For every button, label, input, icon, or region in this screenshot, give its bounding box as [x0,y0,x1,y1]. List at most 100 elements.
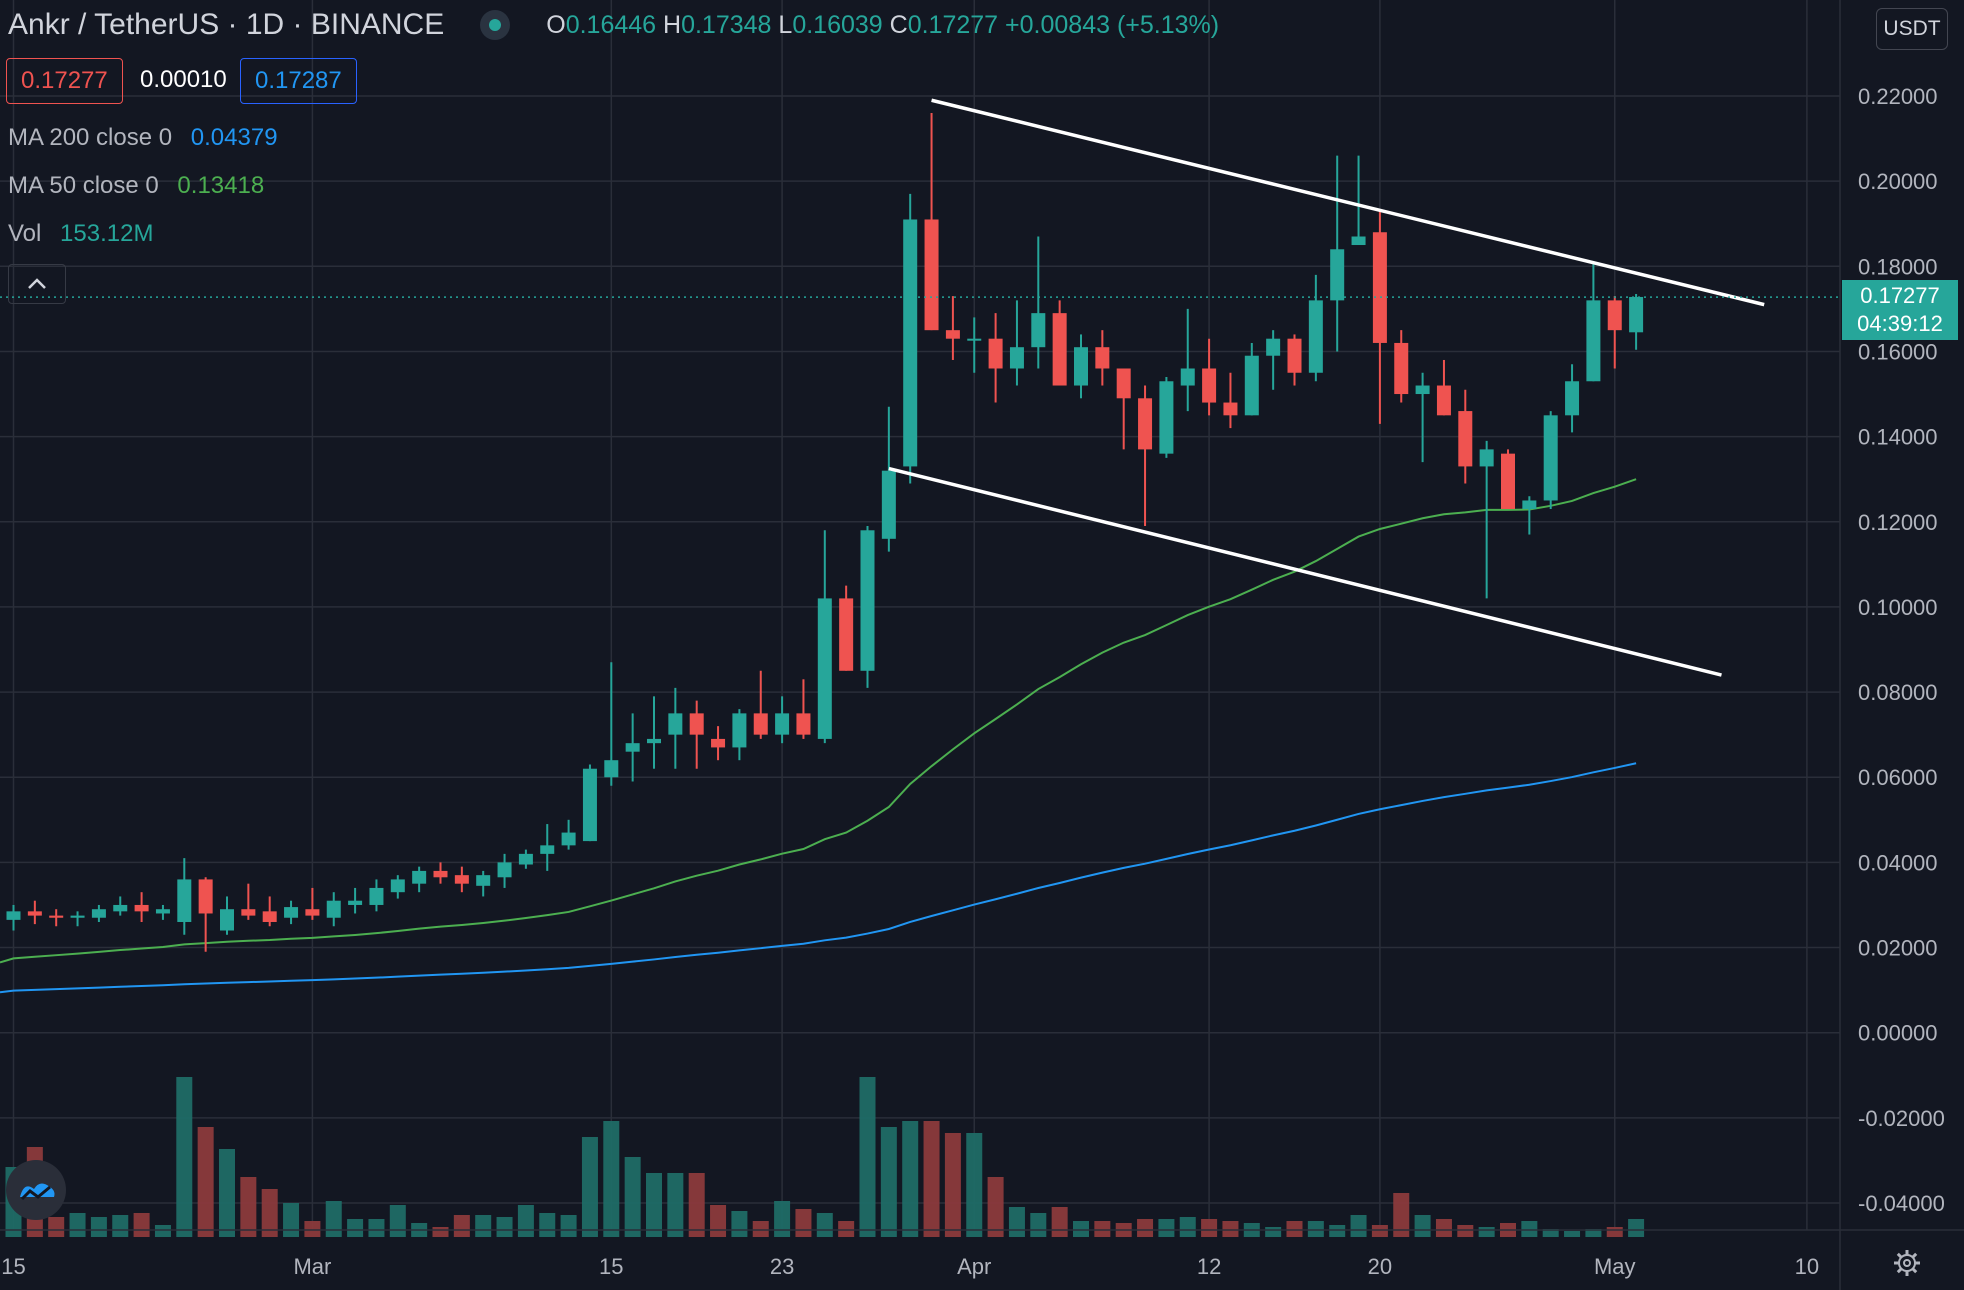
candle-body [497,862,512,878]
candle [27,900,42,925]
symbol-title[interactable]: Ankr / TetherUS · 1D · BINANCE [8,8,445,41]
gear-icon[interactable] [1892,1248,1922,1278]
volume-bar [923,1121,940,1237]
candle [1522,496,1537,535]
candle-body [177,879,192,922]
candle [668,687,683,769]
candle [390,875,405,899]
volume-label: Vol [8,220,42,247]
sell-price-button[interactable]: 0.17277 [6,58,123,104]
candle-body [91,909,106,918]
candle [1244,342,1259,416]
volume-bar [624,1157,641,1237]
candle [284,900,299,925]
last-price-value: 0.17277 [1860,283,1940,308]
candle-body [1159,381,1174,454]
candle [967,317,982,373]
volume-bar [1008,1207,1025,1237]
candle-body [326,900,341,918]
candle [1394,330,1409,403]
ma200-label: MA 200 close 0 [8,124,173,151]
candle-body [732,713,747,748]
candle [113,896,128,916]
volume-bar [261,1189,278,1237]
candle [1415,372,1430,463]
candle [1266,330,1281,390]
candle-body [1351,236,1366,246]
candle-body [540,845,555,854]
volume-bar [710,1205,727,1237]
candle [732,709,747,761]
candle-body [881,470,896,539]
candle [903,193,918,484]
candle-body [49,915,64,918]
volume-bar [1478,1227,1495,1237]
candle-body [1074,347,1088,386]
volume-bar [197,1127,214,1237]
ma200-legend[interactable]: MA 200 close 0 0.04379 [8,124,278,152]
candle [155,904,170,920]
candle-body [753,713,768,735]
candle-body [454,875,469,884]
candle-body [1629,296,1644,333]
volume-bar [133,1213,150,1237]
candle-body [1436,385,1451,416]
market-status-icon [480,10,511,40]
candle [476,870,491,897]
price-tick-label: 0.20000 [1858,169,1938,194]
candle [1031,236,1046,369]
candle [753,670,768,739]
candle [625,713,640,782]
ma50-legend[interactable]: MA 50 close 0 0.13418 [8,172,264,200]
volume-bar [1137,1219,1154,1237]
volume-bar [176,1077,193,1237]
price-tick-label: 0.10000 [1858,595,1938,620]
volume-bar [646,1173,662,1237]
volume-legend[interactable]: Vol 153.12M [8,220,153,248]
candle [1223,372,1238,429]
candle [412,866,427,893]
ma50-value: 0.13418 [177,172,265,199]
candle [1116,368,1131,450]
ma50-label: MA 50 close 0 [8,172,159,199]
candle-body [945,330,960,339]
volume-bar [1179,1217,1196,1237]
candle-body [518,853,533,865]
candle [1565,364,1580,433]
volume-bar [902,1121,919,1237]
candle-body [1543,415,1558,501]
candle [988,313,1003,403]
volume-bar [347,1219,364,1237]
buy-price-button[interactable]: 0.17287 [240,58,357,104]
candle [1138,385,1153,527]
volume-bar [560,1215,577,1237]
ma200-value: 0.04379 [190,124,278,151]
candle [497,853,512,888]
time-tick-label: Apr [957,1254,991,1279]
volume-bar [1393,1193,1410,1237]
candle-body [6,911,21,920]
time-tick-label: 15 [599,1254,623,1279]
currency-button[interactable]: USDT [1876,8,1948,50]
candle-body [839,598,854,671]
tradingview-logo-icon[interactable] [6,1160,66,1220]
candle-body [1202,368,1217,403]
volume-bar [368,1219,385,1237]
candle [1308,274,1323,382]
candle-body [1372,232,1387,343]
candle [1607,296,1622,369]
candle [1436,359,1451,416]
candle [1202,338,1217,416]
candle-body [817,598,832,739]
price-tick-label: 0.14000 [1858,425,1938,450]
candle [262,896,277,927]
candle [1159,377,1174,458]
collapse-legend-button[interactable] [8,264,66,304]
candle-body [1052,313,1067,386]
candle [1052,300,1067,386]
candle-body [476,875,491,886]
candle [1501,449,1515,509]
volume-bar [1094,1221,1111,1237]
volume-bar [944,1133,961,1237]
